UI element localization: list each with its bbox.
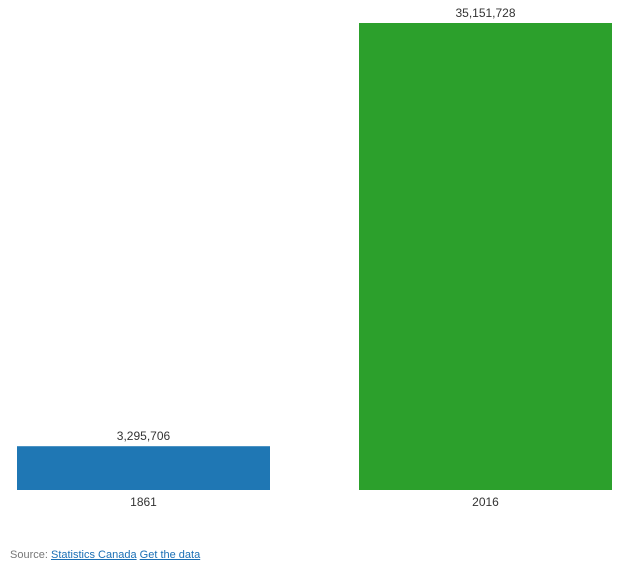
statistics-canada-link[interactable]: Statistics Canada: [50, 549, 137, 561]
bar-chart: 3,295,706 1861 35,151,728 2016: [17, 6, 612, 509]
tick-label-1861: 1861: [130, 495, 157, 509]
bar-2016: [359, 23, 612, 490]
value-label-2016: 35,151,728: [455, 6, 515, 20]
value-label-1861: 3,295,706: [117, 429, 171, 443]
source-prefix: Source:: [10, 549, 48, 561]
tick-label-2016: 2016: [472, 495, 499, 509]
bar-1861: [17, 446, 270, 490]
get-the-data-link[interactable]: Get the data: [139, 549, 201, 561]
source-line: Source: Statistics Canada Get the data: [10, 549, 200, 561]
